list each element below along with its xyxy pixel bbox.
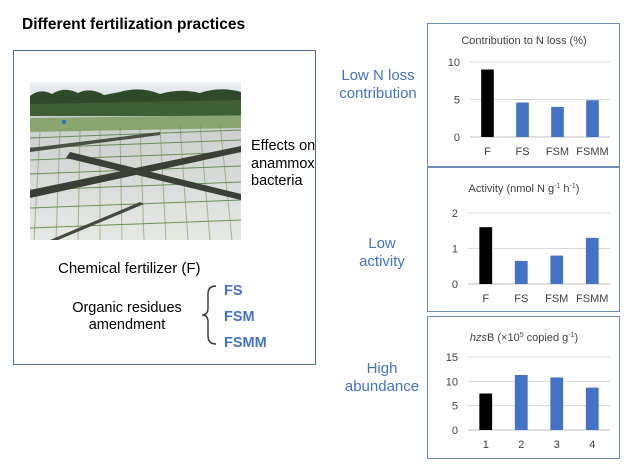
- chemical-fertilizer-label: Chemical fertilizer (F): [58, 260, 201, 277]
- abundance-bar-1: [479, 393, 493, 430]
- activity-effect-label: Low activity: [359, 235, 405, 270]
- activity-ytick-label: 1: [452, 244, 458, 256]
- activity-xtick-label: FSM: [545, 293, 568, 305]
- activity-bar-FSMM: [585, 237, 599, 284]
- nloss-bar-F: [481, 69, 494, 137]
- nloss-xtick-label: FSM: [546, 146, 569, 158]
- activity-bar-FSM: [550, 255, 564, 284]
- abundance-bar-3: [550, 377, 564, 430]
- curly-brace-icon: [201, 285, 217, 345]
- abundance-ytick-label: 15: [446, 352, 458, 364]
- activity-chart: Activity (nmol N g-1 h-1) 0 1 2 F FS FSM FSMM: [452, 183, 610, 305]
- photo-caption: Effects on anammox bacteria: [251, 138, 316, 189]
- nloss-bar-FSMM: [586, 100, 599, 137]
- page-title: Different fertilization practices: [22, 16, 246, 33]
- nloss-chart-title: Contribution to N loss (%): [461, 35, 586, 47]
- activity-ytick-label: 0: [452, 279, 458, 291]
- abundance-bar-4: [585, 387, 599, 430]
- abundance-ytick-label: 5: [452, 401, 458, 413]
- nloss-xtick-label: FSMM: [576, 146, 608, 158]
- treatment-fsmm-label: FSMM: [224, 335, 267, 351]
- practices-panel: [13, 50, 316, 365]
- abundance-xtick-label: 2: [518, 439, 524, 451]
- abundance-xtick-label: 3: [554, 439, 560, 451]
- nloss-xtick-label: F: [484, 146, 491, 158]
- nloss-xtick-label: FS: [515, 146, 529, 158]
- activity-xtick-label: F: [482, 293, 489, 305]
- activity-xtick-label: FS: [514, 293, 528, 305]
- nloss-ytick-label: 10: [448, 57, 460, 69]
- rice-paddy-photo: [30, 82, 241, 240]
- nloss-ytick-label: 5: [454, 95, 460, 107]
- abundance-chart: hzsB (×105 copied g-1) 0 5 10 15 1 2 3 4: [446, 332, 610, 451]
- abundance-xtick-label: 4: [589, 439, 595, 451]
- activity-chart-panel: Activity (nmol N g-1 h-1) 0 1 2 F FS FSM FSMM: [427, 167, 620, 312]
- abundance-bar-2: [514, 375, 528, 430]
- nloss-bar-FS: [516, 102, 529, 137]
- activity-xtick-label: FSMM: [576, 293, 608, 305]
- nloss-chart: Contribution to N loss (%) 0 5 10 F FS FSM FSM…: [448, 35, 610, 158]
- activity-chart-title: Activity (nmol N g-1 h-1): [469, 183, 580, 195]
- nloss-chart-panel: Contribution to N loss (%) 0 5 10 F FS FSM FSM…: [427, 23, 620, 167]
- abundance-chart-panel: hzsB (×105 copied g-1) 0 5 10 15 1 2 3 4: [427, 316, 620, 459]
- abundance-ytick-label: 10: [446, 376, 458, 388]
- nloss-effect-label: Low N loss contribution: [339, 67, 417, 102]
- activity-bar-FS: [514, 260, 528, 284]
- treatment-fsm-label: FSM: [224, 309, 255, 325]
- abundance-ytick-label: 0: [452, 425, 458, 437]
- nloss-ytick-label: 0: [454, 132, 460, 144]
- organic-residues-label: Organic residues amendment: [72, 300, 182, 333]
- abundance-xtick-label: 1: [483, 439, 489, 451]
- abundance-effect-label: High abundance: [344, 360, 420, 395]
- abundance-chart-title: hzsB (×105 copied g-1): [470, 332, 578, 344]
- activity-ytick-label: 2: [452, 208, 458, 220]
- treatment-fs-label: FS: [224, 283, 243, 299]
- nloss-bar-FSM: [551, 107, 564, 137]
- activity-bar-F: [479, 227, 493, 284]
